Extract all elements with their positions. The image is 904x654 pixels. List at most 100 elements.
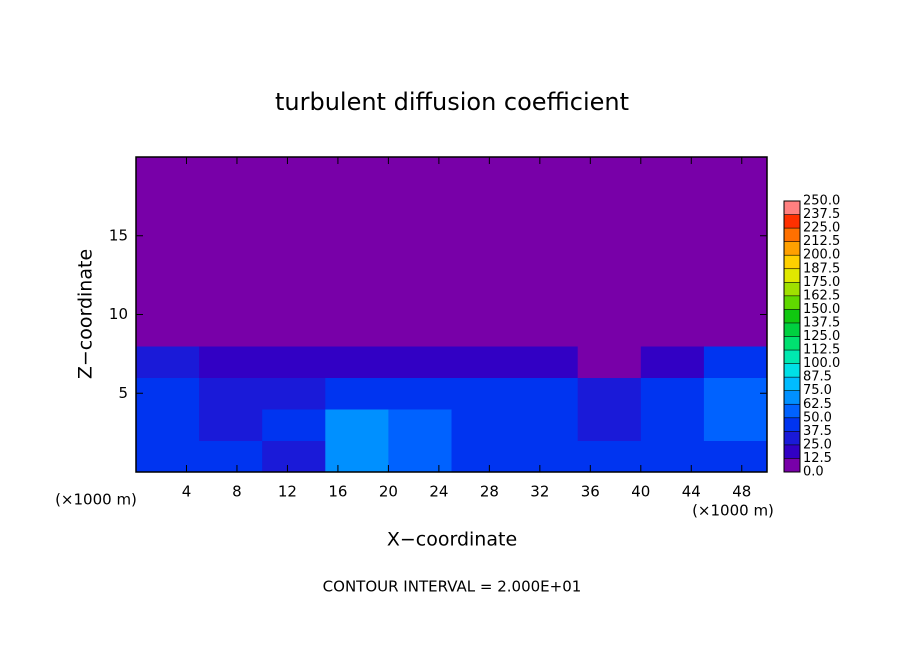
heat-cell — [451, 409, 516, 441]
x-tick-label: 32 — [530, 483, 549, 501]
colorbar-label: 237.5 — [803, 207, 840, 222]
heat-cell — [640, 283, 705, 315]
heat-cell — [514, 188, 579, 221]
colorbar-band — [784, 458, 800, 472]
heat-cell — [577, 188, 642, 221]
heat-cell — [136, 409, 200, 441]
colorbar-band — [784, 390, 800, 405]
colorbar-band — [784, 350, 800, 364]
heat-cell — [262, 188, 326, 221]
heat-cell — [388, 314, 452, 347]
heat-cell — [199, 440, 263, 473]
heat-cell — [388, 251, 452, 284]
heat-cell — [451, 220, 516, 252]
colorbar-band — [784, 228, 800, 242]
heat-cell — [325, 377, 389, 410]
heat-cell — [577, 314, 642, 347]
colorbar-label: 137.5 — [803, 315, 840, 330]
heat-cell — [136, 440, 200, 473]
colorbar-band — [784, 404, 800, 418]
footer-note: CONTOUR INTERVAL = 2.000E+01 — [323, 578, 582, 596]
colorbar-label: 150.0 — [803, 302, 840, 317]
x-tick-label: 28 — [480, 483, 499, 501]
colorbar-label: 25.0 — [803, 437, 832, 452]
x-tick-label: 4 — [182, 483, 192, 501]
y-tick-label: 5 — [118, 384, 128, 402]
y-tick-label: 10 — [109, 305, 128, 323]
heat-cell — [262, 440, 326, 473]
x-axis-label: X−coordinate — [387, 529, 517, 551]
colorbar-label: 87.5 — [803, 370, 832, 385]
heat-cell — [199, 220, 263, 252]
x-tick-label: 8 — [232, 483, 242, 501]
heat-cell — [577, 377, 642, 410]
heat-cell — [262, 220, 326, 252]
heat-cell — [199, 409, 263, 441]
colorbar-band — [784, 431, 800, 445]
heat-cell — [262, 251, 326, 284]
heat-cell — [703, 220, 768, 252]
y-tick-label: 15 — [109, 226, 128, 244]
heat-cell — [325, 188, 389, 221]
heat-cell — [136, 283, 200, 315]
heat-cell — [325, 314, 389, 347]
heat-cell — [640, 377, 705, 410]
colorbar-band — [784, 309, 800, 323]
heat-cell — [514, 346, 579, 378]
heat-cell — [514, 283, 579, 315]
x-tick-label: 40 — [631, 483, 650, 501]
heat-cell — [136, 377, 200, 410]
heat-cell — [451, 346, 516, 378]
colorbar-label: 225.0 — [803, 221, 840, 236]
heat-cell — [514, 377, 579, 410]
colorbar-band — [784, 295, 800, 310]
x-tick-label: 16 — [328, 483, 347, 501]
heat-cell — [136, 188, 200, 221]
heat-cell — [388, 440, 452, 473]
heat-cell — [325, 251, 389, 284]
heat-cell — [577, 251, 642, 284]
colorbar-label: 175.0 — [803, 275, 840, 290]
colorbar-label: 125.0 — [803, 329, 840, 344]
heat-cell — [514, 220, 579, 252]
y-unit-label: (×1000 m) — [55, 491, 137, 509]
colorbar-label: 62.5 — [803, 397, 832, 412]
x-tick-label: 24 — [429, 483, 448, 501]
heat-cell — [640, 346, 705, 378]
colorbar-label: 75.0 — [803, 383, 832, 398]
heat-cell — [577, 409, 642, 441]
colorbar-band — [784, 336, 800, 351]
heat-cell — [703, 251, 768, 284]
colorbar-label: 112.5 — [803, 343, 840, 358]
heat-cell — [703, 188, 768, 221]
heat-cell — [451, 440, 516, 473]
x-tick-label: 44 — [682, 483, 701, 501]
heat-cell — [388, 220, 452, 252]
heat-cell — [136, 220, 200, 252]
colorbar-band — [784, 377, 800, 391]
heat-cell — [703, 283, 768, 315]
colorbar-band — [784, 241, 800, 256]
x-tick-label: 36 — [581, 483, 600, 501]
heat-cell — [514, 251, 579, 284]
x-unit-label: (×1000 m) — [692, 502, 774, 520]
x-tick-label: 20 — [379, 483, 398, 501]
y-axis-label: Z−coordinate — [75, 249, 97, 379]
heat-cell — [199, 377, 263, 410]
heat-cell — [640, 440, 705, 473]
heat-cell — [199, 283, 263, 315]
colorbar-band — [784, 268, 800, 283]
heat-cell — [262, 283, 326, 315]
heat-cell — [199, 157, 263, 189]
heat-cell — [514, 440, 579, 473]
colorbar-label: 212.5 — [803, 234, 840, 249]
colorbar-label: 12.5 — [803, 451, 832, 466]
colorbar-band — [784, 282, 800, 296]
heat-cell — [703, 377, 768, 410]
colorbar-band — [784, 322, 800, 337]
colorbar-band — [784, 201, 800, 215]
heat-cell — [325, 283, 389, 315]
heat-cell — [577, 440, 642, 473]
heat-cell — [451, 314, 516, 347]
